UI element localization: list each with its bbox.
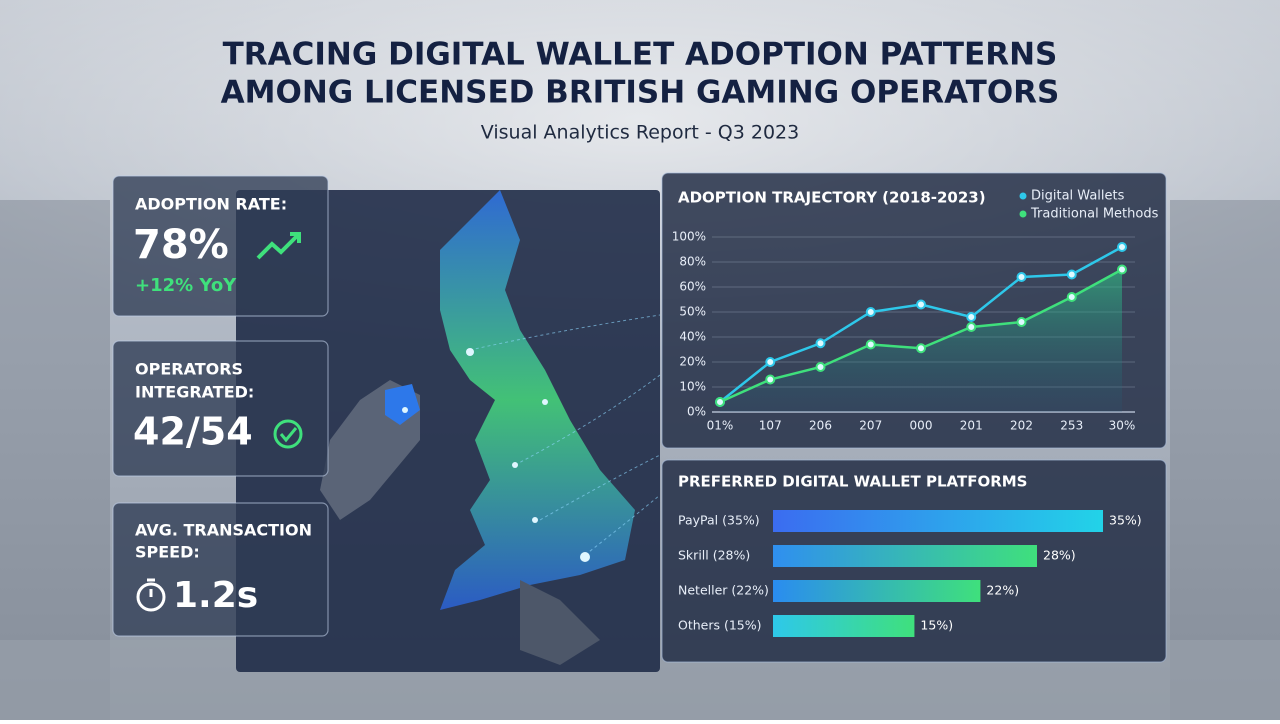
bar [773,545,1037,567]
chart-title: ADOPTION TRAJECTORY (2018-2023) [678,189,986,207]
northern-ireland [385,384,420,425]
trend-icon [256,232,301,260]
value-label: 28%) [1043,548,1076,563]
kpi-card [112,340,329,477]
point [765,357,776,367]
point [1016,272,1027,282]
point [865,307,876,317]
y-tick-label: 60% [679,280,706,294]
bar [773,580,981,602]
point [815,362,826,372]
point [1066,269,1077,280]
point [715,397,725,407]
y-tick-label: 40% [679,330,706,344]
bar [773,615,915,637]
x-tick-label: 201 [960,419,983,433]
y-tick-label: 50% [679,305,706,319]
x-tick-label: 01% [707,419,734,433]
x-tick-label: 30% [1109,419,1136,433]
category-label: PayPal (35%) [678,513,760,528]
kpi-value: 1.2s [173,575,258,616]
point [815,338,826,349]
point [916,343,926,354]
subtitle: Visual Analytics Report - Q3 2023 [481,122,799,144]
kpi-card [112,175,329,317]
legend-label: Traditional Methods [1030,207,1159,222]
kpi-label: OPERATORS [135,360,243,379]
x-tick-label: 000 [910,419,933,433]
legend-swatch [1019,192,1027,200]
kpi-value: 42/54 [133,410,253,454]
point [1066,292,1077,302]
x-tick-label: 207 [859,419,882,433]
window-right [1170,200,1280,720]
point [765,374,776,385]
point [916,299,926,310]
legend-swatch [1019,210,1027,218]
y-tick-label: 100% [672,230,706,244]
uk-map [320,190,661,665]
y-tick-label: 10% [679,380,706,394]
chart-title: PREFERRED DIGITAL WALLET PLATFORMS [678,473,1028,491]
legend-label: Digital Wallets [1031,189,1125,204]
kpi-label: INTEGRATED: [135,383,254,402]
x-tick-label: 206 [809,419,832,433]
point [1117,264,1127,275]
value-label: 22%) [986,583,1019,598]
category-label: Neteller (22%) [678,583,769,598]
category-label: Others (15%) [678,618,762,633]
y-tick-label: 80% [679,255,706,269]
value-label: 35%) [1109,513,1142,528]
value-label: 15%) [920,618,953,633]
point [966,312,977,322]
bar [773,510,1103,532]
area [720,269,1122,412]
x-tick-label: 253 [1060,419,1083,433]
title-line: AMONG LICENSED BRITISH GAMING OPERATORS [221,75,1060,111]
check-icon [273,419,303,449]
britain [440,190,635,610]
france [520,580,600,665]
title-line: TRACING DIGITAL WALLET ADOPTION PATTERNS [223,37,1058,73]
kpi-label: AVG. TRANSACTION [135,521,312,540]
point [1016,317,1027,327]
kpi-label: ADOPTION RATE: [135,195,287,214]
point [865,339,876,350]
point [966,322,977,332]
window-left [0,200,110,720]
y-tick-label: 20% [679,355,706,369]
x-tick-label: 202 [1010,419,1033,433]
kpi-card [112,502,329,637]
kpi-value: 78% [133,222,229,268]
y-tick-label: 0% [687,405,706,419]
point [1117,242,1127,252]
timer-icon [136,578,166,612]
category-label: Skrill (28%) [678,548,750,563]
kpi-change: +12% YoY [135,275,237,296]
x-tick-label: 107 [759,419,782,433]
kpi-label: SPEED: [135,543,200,562]
